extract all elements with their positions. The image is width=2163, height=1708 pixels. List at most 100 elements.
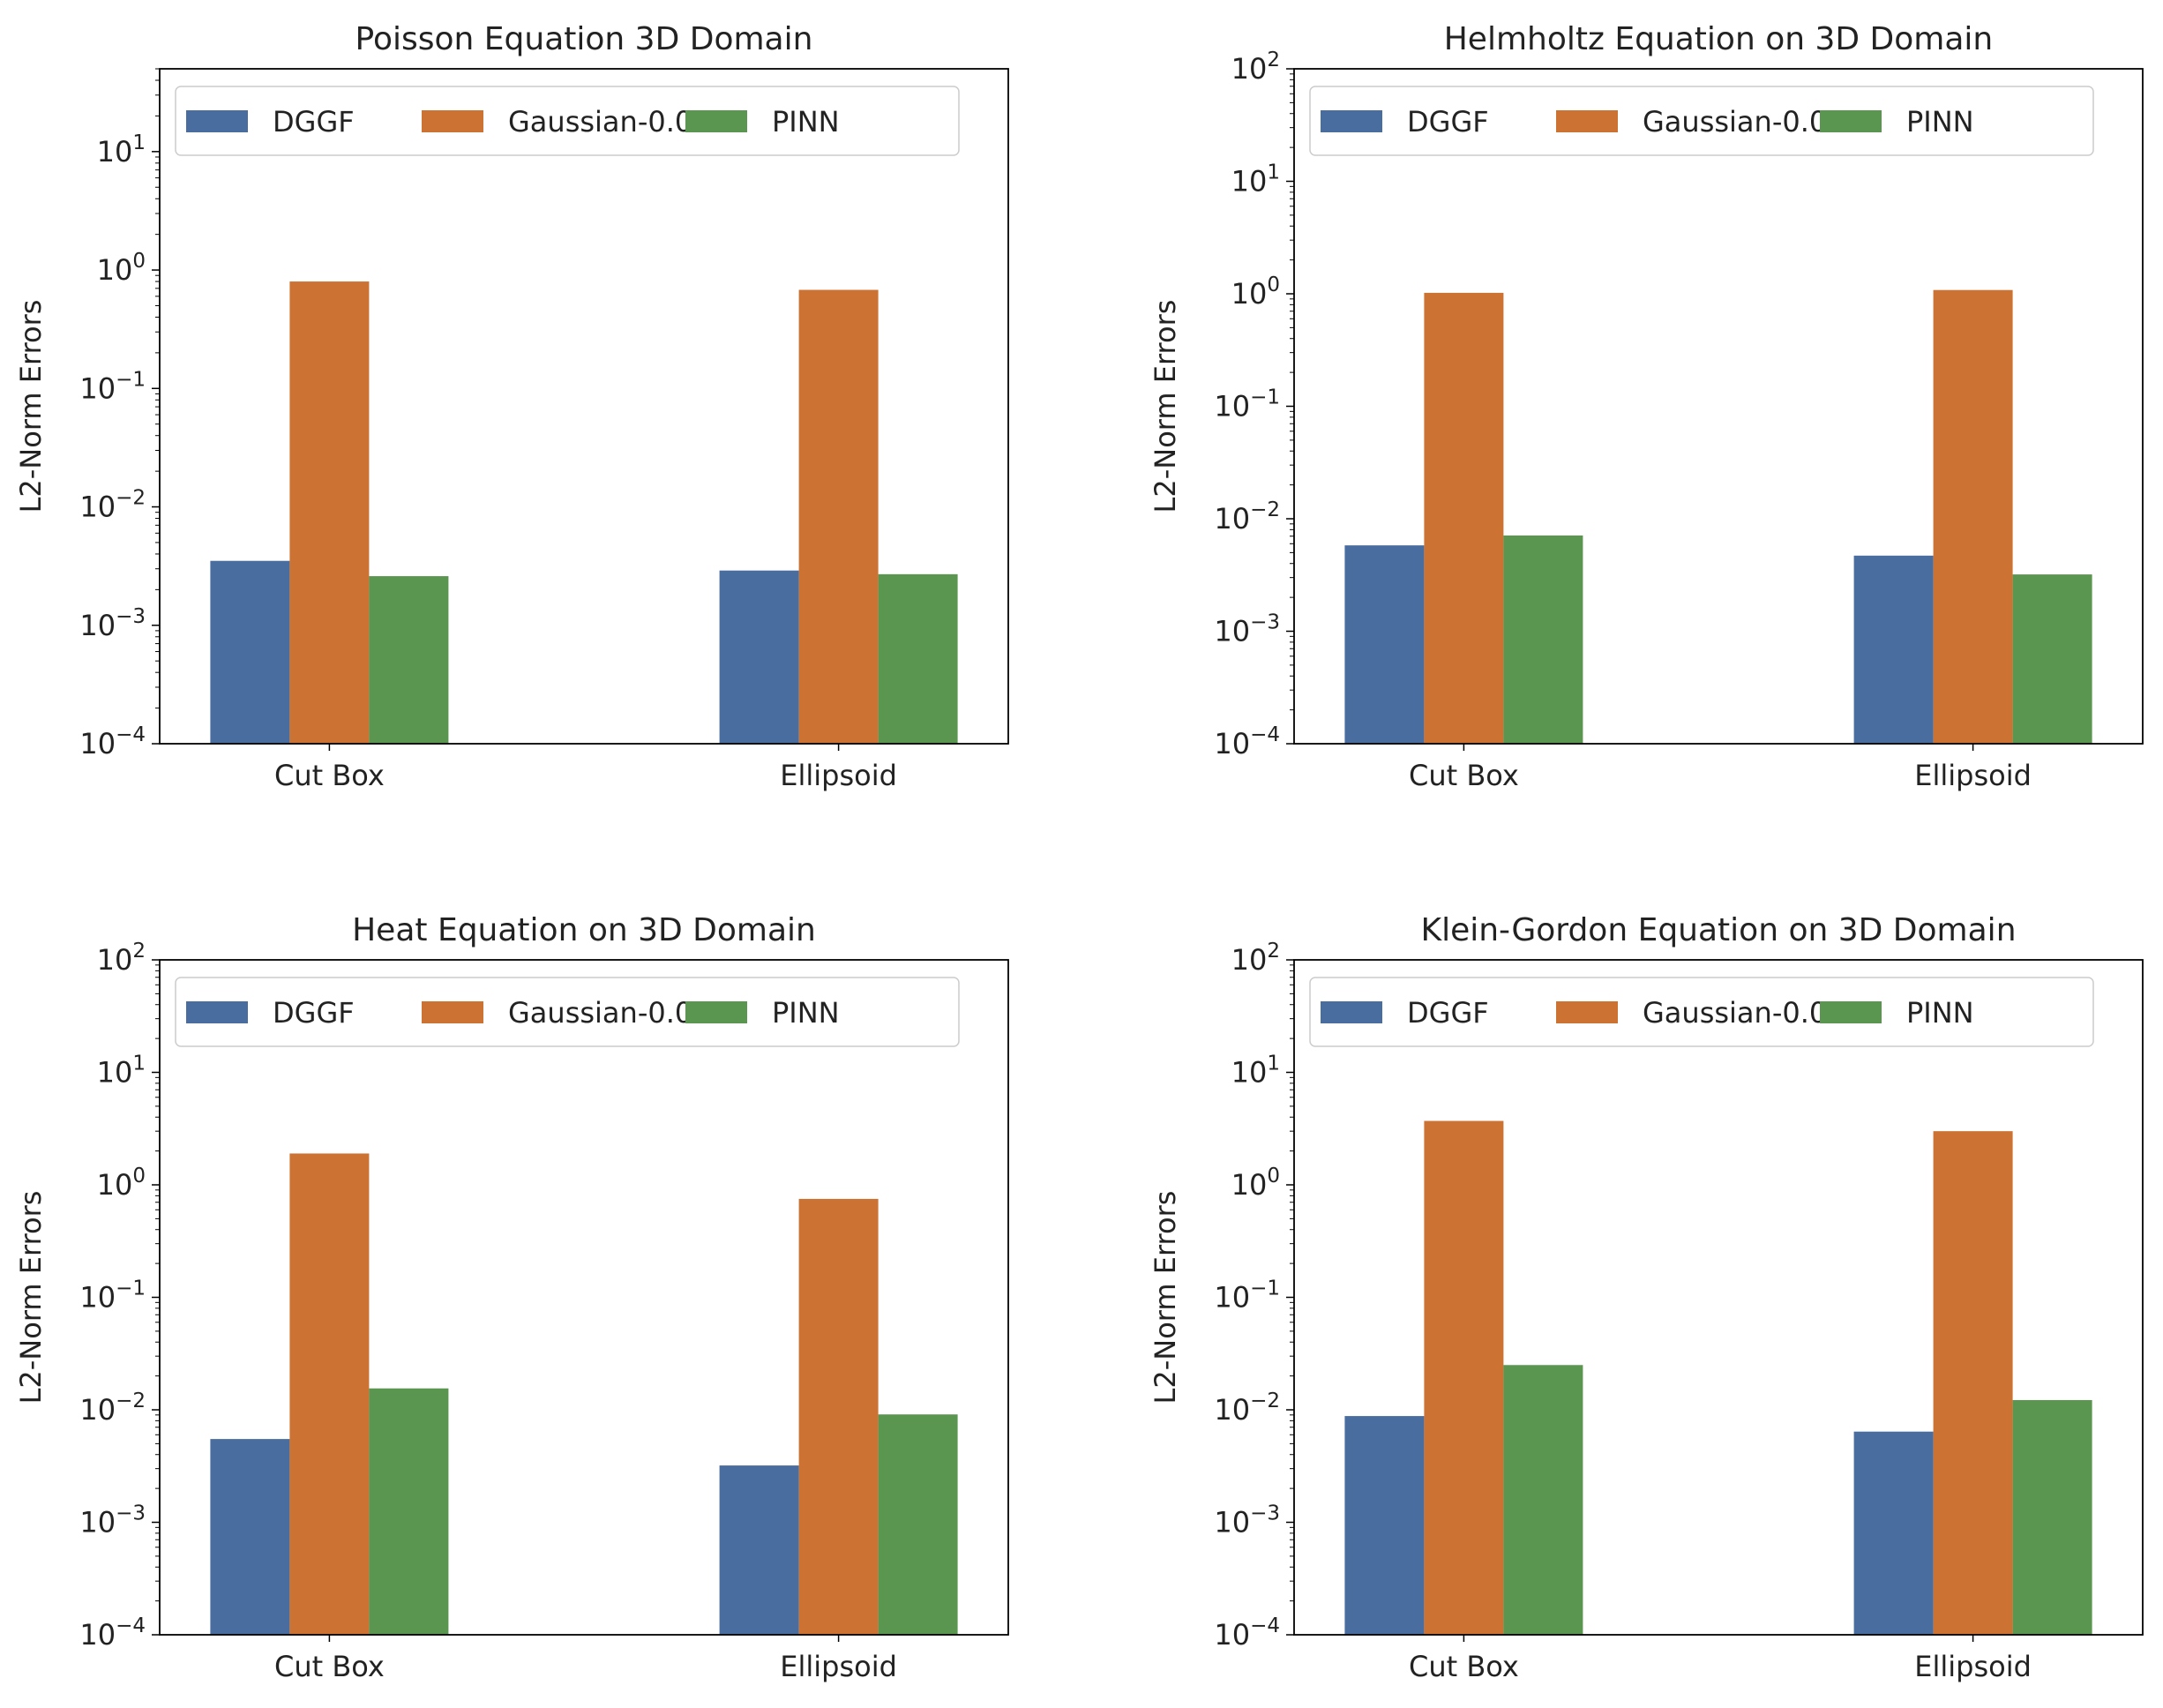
legend-label-gaussian-0-05: Gaussian-0.05 <box>508 996 711 1030</box>
legend-swatch-gaussian-0-05 <box>1556 110 1618 132</box>
legend-swatch-pinn <box>1820 110 1882 132</box>
bar-gaussian-0-05-cut-box <box>1424 292 1504 744</box>
legend-swatch-dggf <box>186 1001 248 1023</box>
legend-swatch-pinn <box>1820 1001 1882 1023</box>
chart-panel-2: Helmholtz Equation on 3D Domain L2-Norm E… <box>1149 21 2144 792</box>
bar-pinn-cut-box <box>369 576 449 744</box>
plot-frame <box>159 959 1009 1636</box>
x-tick-label: Ellipsoid <box>1914 759 2032 792</box>
bar-gaussian-0-05-cut-box <box>1424 1120 1504 1635</box>
legend-label-dggf: DGGF <box>273 105 355 139</box>
y-tick-label: 10−2 <box>79 1390 146 1427</box>
bar-gaussian-0-05-cut-box <box>289 281 370 744</box>
chart-panel-3: Heat Equation on 3D Domain L2-Norm Errors… <box>14 912 1009 1683</box>
bar-dggf-cut-box <box>1344 545 1425 744</box>
y-tick-label: 101 <box>1231 161 1280 199</box>
legend-swatch-pinn <box>685 110 747 132</box>
plot-frame <box>159 68 1009 745</box>
y-tick-label: 102 <box>97 940 146 977</box>
legend-swatch-gaussian-0-05 <box>422 1001 483 1023</box>
y-tick-label: 10−2 <box>1214 1390 1280 1427</box>
bar-dggf-ellipsoid <box>719 570 799 744</box>
legend-swatch-dggf <box>1321 110 1382 132</box>
legend: DGGF Gaussian-0.05 PINN <box>1309 977 2094 1047</box>
chart-panel-4: Klein-Gordon Equation on 3D Domain L2-Nor… <box>1149 912 2144 1683</box>
x-tick-label: Cut Box <box>1409 1650 1519 1683</box>
legend-box <box>1309 977 2094 1047</box>
legend-swatch-dggf <box>186 110 248 132</box>
y-axis-label: L2-Norm Errors <box>14 1191 48 1405</box>
bar-dggf-cut-box <box>210 1439 290 1635</box>
legend-box <box>175 977 960 1047</box>
x-tick-label: Ellipsoid <box>780 759 897 792</box>
bar-dggf-ellipsoid <box>1853 555 1934 744</box>
chart-title: Heat Equation on 3D Domain <box>352 912 816 948</box>
chart-title: Klein-Gordon Equation on 3D Domain <box>1420 912 2016 948</box>
y-tick-label: 100 <box>97 1165 146 1202</box>
legend-swatch-gaussian-0-05 <box>1556 1001 1618 1023</box>
bar-gaussian-0-05-ellipsoid <box>1933 289 2013 744</box>
plot-frame <box>1293 959 2144 1636</box>
legend-swatch-dggf <box>1321 1001 1382 1023</box>
y-tick-label: 10−4 <box>1214 723 1280 760</box>
legend-swatch-gaussian-0-05 <box>422 110 483 132</box>
y-tick-label: 10−4 <box>79 723 146 760</box>
y-tick-label: 10−3 <box>1214 1502 1280 1539</box>
y-tick-label: 10−4 <box>1214 1614 1280 1652</box>
y-tick-label: 101 <box>97 1053 146 1090</box>
bar-pinn-cut-box <box>1503 1365 1583 1635</box>
bar-pinn-ellipsoid <box>2012 1399 2092 1635</box>
legend: DGGF Gaussian-0.05 PINN <box>175 86 960 156</box>
y-tick-label: 10−3 <box>79 1502 146 1539</box>
y-axis-label: L2-Norm Errors <box>1149 300 1182 513</box>
bar-pinn-cut-box <box>1503 535 1583 744</box>
bar-dggf-cut-box <box>210 560 290 744</box>
y-axis-label: L2-Norm Errors <box>1149 1191 1182 1405</box>
y-tick-label: 101 <box>1231 1053 1280 1090</box>
legend-label-pinn: PINN <box>772 996 840 1030</box>
bar-pinn-ellipsoid <box>878 1414 958 1635</box>
bar-dggf-cut-box <box>1344 1416 1425 1635</box>
legend-label-pinn: PINN <box>1906 996 1974 1030</box>
y-tick-label: 10−1 <box>1214 1277 1280 1315</box>
y-tick-label: 102 <box>1231 49 1280 86</box>
x-tick-label: Cut Box <box>274 759 385 792</box>
legend-label-gaussian-0-05: Gaussian-0.05 <box>1643 105 1845 139</box>
y-tick-label: 10−3 <box>79 605 146 642</box>
x-tick-label: Cut Box <box>1409 759 1519 792</box>
bar-pinn-cut-box <box>369 1388 449 1635</box>
bar-dggf-ellipsoid <box>719 1465 799 1635</box>
legend-label-gaussian-0-05: Gaussian-0.05 <box>1643 996 1845 1030</box>
y-axis-label: L2-Norm Errors <box>14 300 48 513</box>
y-tick-label: 10−2 <box>79 487 146 524</box>
legend-label-pinn: PINN <box>1906 105 1974 139</box>
x-tick-label: Cut Box <box>274 1650 385 1683</box>
legend-swatch-pinn <box>685 1001 747 1023</box>
legend: DGGF Gaussian-0.05 PINN <box>175 977 960 1047</box>
y-tick-label: 102 <box>1231 940 1280 977</box>
chart-title: Poisson Equation 3D Domain <box>356 21 813 57</box>
bar-gaussian-0-05-ellipsoid <box>1933 1131 2013 1635</box>
legend-label-pinn: PINN <box>772 105 840 139</box>
bar-gaussian-0-05-ellipsoid <box>798 289 879 744</box>
y-tick-label: 10−1 <box>79 368 146 405</box>
y-tick-label: 100 <box>1231 1165 1280 1202</box>
legend: DGGF Gaussian-0.05 PINN <box>1309 86 2094 156</box>
legend-box <box>175 86 960 156</box>
bar-pinn-ellipsoid <box>878 573 958 744</box>
y-tick-label: 10−1 <box>79 1277 146 1315</box>
y-tick-label: 101 <box>97 131 146 169</box>
bar-gaussian-0-05-cut-box <box>289 1153 370 1635</box>
plot-frame <box>1293 68 2144 745</box>
y-tick-label: 10−4 <box>79 1614 146 1652</box>
legend-box <box>1309 86 2094 156</box>
bar-dggf-ellipsoid <box>1853 1431 1934 1635</box>
legend-label-dggf: DGGF <box>1407 996 1489 1030</box>
y-tick-label: 100 <box>97 250 146 287</box>
y-tick-label: 100 <box>1231 273 1280 311</box>
legend-label-gaussian-0-05: Gaussian-0.05 <box>508 105 711 139</box>
y-tick-label: 10−1 <box>1214 386 1280 423</box>
x-tick-label: Ellipsoid <box>1914 1650 2032 1683</box>
x-tick-label: Ellipsoid <box>780 1650 897 1683</box>
